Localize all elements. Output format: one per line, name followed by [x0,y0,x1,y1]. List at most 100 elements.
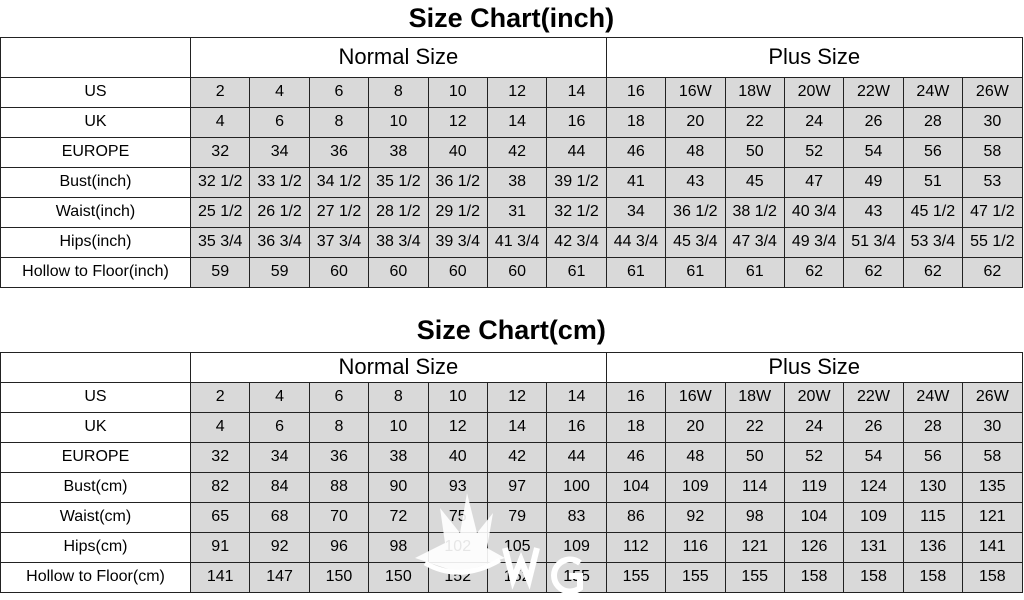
size-cell: 20W [783,381,845,413]
size-cell: 47 3/4 [724,226,785,258]
size-chart-inch: Size Chart(inch) Normal Size Plus Size US 2 4… [0,0,1023,288]
size-cell: 109 [843,501,904,533]
size-cell: 22W [843,381,904,413]
size-cell: 158 [962,561,1023,593]
size-cell: 158 [783,561,845,593]
size-cell: 16 [546,411,607,443]
table-row: EUROPE 32 34 36 38 40 42 44 46 48 50 52 54 56 58 [0,441,1023,473]
size-cell: 91 [189,531,251,563]
size-cell: 53 [962,166,1023,198]
size-cell: 37 3/4 [308,226,370,258]
size-cell: 126 [783,531,845,563]
size-cell: 141 [962,531,1023,563]
chart-title: Size Chart(cm) [0,310,1023,353]
row-label: Waist(inch) [0,196,191,228]
table-row: Hips(cm) 91 92 96 98 102 105 109 112 116 121 126 131… [0,531,1023,563]
size-cell: 102 [427,531,488,563]
size-cell: 32 1/2 [189,166,251,198]
size-cell: 52 [783,136,845,168]
row-label: Hips(inch) [0,226,191,258]
size-cell: 112 [605,531,667,563]
size-cell: 96 [308,531,370,563]
size-cell: 45 [724,166,785,198]
size-cell: 50 [724,441,785,473]
size-cell: 130 [902,471,964,503]
size-cell: 39 3/4 [427,226,488,258]
size-cell: 131 [843,531,904,563]
size-cell: 49 3/4 [783,226,845,258]
size-cell: 68 [249,501,310,533]
table-row: EUROPE 32 34 36 38 40 42 44 46 48 50 52 54 56 58 [0,136,1023,168]
size-cell: 4 [249,76,310,108]
size-cell: 38 [486,166,548,198]
size-cell: 49 [843,166,904,198]
size-cell: 4 [189,106,251,138]
size-cell: 8 [368,381,429,413]
size-cell: 22 [724,411,785,443]
size-cell: 61 [665,256,726,288]
group-header: Normal Size [190,351,607,383]
row-label: US [0,76,191,108]
size-cell: 79 [486,501,548,533]
size-cell: 4 [189,411,251,443]
size-cell: 38 [368,441,429,473]
size-cell: 114 [724,471,785,503]
size-cell: 12 [486,381,548,413]
size-cell: 6 [308,381,370,413]
row-label: Bust(inch) [0,166,191,198]
size-cell: 141 [189,561,251,593]
size-cell: 104 [783,501,845,533]
size-cell: 28 [902,106,964,138]
size-cell: 92 [249,531,310,563]
size-cell: 53 3/4 [902,226,964,258]
size-cell: 6 [249,106,310,138]
size-cell: 150 [308,561,370,593]
size-cell: 135 [962,471,1023,503]
size-cell: 59 [249,256,310,288]
size-cell: 31 [486,196,548,228]
size-cell: 10 [427,381,488,413]
size-cell: 26 [843,106,904,138]
size-cell: 41 3/4 [486,226,548,258]
size-cell: 26W [962,76,1023,108]
row-label: EUROPE [0,441,191,473]
size-cell: 46 [605,441,667,473]
table-row: Bust(cm) 82 84 88 90 93 97 100 104 109 114 119 124 13… [0,471,1023,503]
size-cell: 55 1/2 [962,226,1023,258]
size-cell: 27 1/2 [308,196,370,228]
size-cell: 10 [368,106,429,138]
table-row: Hips(inch) 35 3/4 36 3/4 37 3/4 38 3/4 39 3/4… [0,226,1023,258]
size-cell: 155 [665,561,726,593]
size-cell: 42 [486,441,548,473]
table-row: US 2 4 6 8 10 12 14 16 16W 18W 20W 22W 24W 26W [0,76,1023,108]
size-cell: 62 [783,256,845,288]
size-cell: 36 1/2 [665,196,726,228]
table-row: UK 4 6 8 10 12 14 16 18 20 22 24 26 28 30 [0,106,1023,138]
size-cell: 115 [902,501,964,533]
size-cell: 18W [724,381,785,413]
size-cell: 43 [665,166,726,198]
row-label: Hips(cm) [0,531,191,563]
size-cell: 8 [308,106,370,138]
size-cell: 36 [308,136,370,168]
size-cell: 60 [368,256,429,288]
size-cell: 45 1/2 [902,196,964,228]
row-label: UK [0,106,191,138]
size-cell: 155 [546,561,607,593]
size-cell: 109 [665,471,726,503]
size-cell: 56 [902,136,964,168]
size-cell: 12 [427,106,488,138]
size-cell: 26 [843,411,904,443]
size-cell: 35 3/4 [189,226,251,258]
size-cell: 32 [189,136,251,168]
size-cell: 16 [546,106,607,138]
size-cell: 105 [486,531,548,563]
size-cell: 30 [962,411,1023,443]
size-cell: 34 1/2 [308,166,370,198]
size-cell: 62 [902,256,964,288]
size-cell: 24 [783,411,845,443]
size-cell: 14 [546,381,607,413]
size-cell: 62 [962,256,1023,288]
size-cell: 100 [546,471,607,503]
size-cell: 40 3/4 [783,196,845,228]
